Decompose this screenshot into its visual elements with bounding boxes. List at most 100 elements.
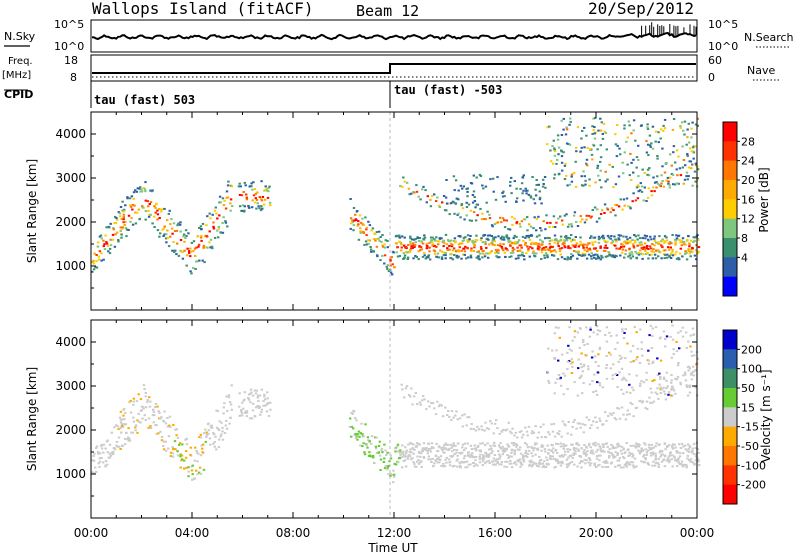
- scatter-cell: [168, 424, 171, 427]
- scatter-cell: [666, 246, 670, 249]
- scatter-cell: [229, 198, 233, 201]
- scatter-cell: [267, 401, 270, 404]
- scatter-cell: [585, 446, 588, 449]
- scatter-cell: [650, 447, 653, 450]
- scatter-cell: [585, 257, 589, 260]
- scatter-cell: [586, 164, 589, 167]
- scatter-cell: [431, 402, 435, 405]
- scatter-cell: [576, 394, 580, 397]
- scatter-cell: [535, 184, 538, 186]
- scatter-cell: [574, 246, 577, 248]
- scatter-cell: [417, 258, 420, 261]
- colorbar-swatch: [723, 180, 737, 200]
- scatter-cell: [465, 214, 468, 217]
- scatter-cell: [155, 424, 158, 427]
- scatter-cell: [599, 156, 603, 159]
- scatter-cell: [391, 474, 394, 476]
- scatter-cell: [240, 209, 243, 212]
- velocity-x-axis: [90, 320, 698, 518]
- scatter-cell: [478, 173, 482, 176]
- scatter-cell: [532, 227, 535, 230]
- scatter-cell: [620, 452, 624, 455]
- scatter-cell: [223, 199, 226, 202]
- scatter-cell: [224, 207, 228, 210]
- scatter-cell: [530, 445, 533, 448]
- scatter-cell: [518, 249, 522, 252]
- scatter-cell: [490, 224, 494, 227]
- scatter-cell: [566, 360, 570, 363]
- scatter-cell: [204, 428, 207, 431]
- scatter-cell: [499, 216, 502, 219]
- scatter-cell: [173, 440, 177, 443]
- scatter-cell: [494, 251, 497, 254]
- scatter-cell: [507, 241, 510, 244]
- scatter-cell: [496, 462, 499, 464]
- scatter-cell: [637, 185, 640, 188]
- scatter-cell: [594, 181, 597, 184]
- scatter-cell: [671, 443, 675, 446]
- scatter-cell: [364, 240, 368, 243]
- scatter-cell: [626, 136, 629, 139]
- scatter-cell: [652, 451, 655, 454]
- scatter-cell: [625, 391, 629, 394]
- scatter-cell: [267, 414, 271, 417]
- scatter-cell: [682, 182, 685, 185]
- scatter-cell: [553, 249, 556, 252]
- scatter-cell: [576, 126, 580, 129]
- scatter-cell: [376, 451, 379, 454]
- scatter-cell: [458, 451, 461, 454]
- scatter-cell: [380, 449, 383, 452]
- scatter-cell: [567, 450, 570, 453]
- scatter-cell: [142, 407, 145, 410]
- scatter-cell: [386, 468, 389, 471]
- scatter-cell: [534, 194, 538, 197]
- scatter-cell: [624, 328, 627, 330]
- scatter-cell: [583, 449, 586, 452]
- scatter-cell: [534, 255, 537, 258]
- scatter-cell: [635, 252, 639, 255]
- scatter-cell: [542, 183, 545, 185]
- scatter-cell: [565, 444, 568, 447]
- scatter-cell: [374, 233, 377, 235]
- scatter-cell: [93, 452, 96, 455]
- scatter-cell: [445, 202, 449, 205]
- scatter-cell: [600, 121, 603, 124]
- scatter-cell: [126, 197, 129, 200]
- scatter-cell: [611, 255, 614, 258]
- scatter-cell: [100, 259, 103, 262]
- scatter-cell: [601, 256, 604, 259]
- scatter-cell: [599, 169, 602, 172]
- scatter-cell: [467, 454, 470, 457]
- scatter-cell: [172, 424, 175, 426]
- scatter-cell: [450, 419, 453, 421]
- scatter-cell: [665, 236, 668, 239]
- scatter-cell: [588, 442, 591, 445]
- scatter-cell: [410, 458, 413, 461]
- scatter-cell: [594, 253, 597, 256]
- scatter-cell: [413, 465, 417, 468]
- scatter-cell: [696, 177, 700, 180]
- scatter-cell: [442, 465, 445, 468]
- scatter-cell: [638, 452, 641, 455]
- scatter-cell: [535, 217, 539, 220]
- scatter-cell: [569, 454, 573, 457]
- scatter-cell: [218, 438, 221, 441]
- scatter-cell: [611, 239, 614, 242]
- scatter-cell: [250, 185, 253, 188]
- scatter-cell: [635, 442, 638, 445]
- scatter-cell: [144, 181, 147, 184]
- scatter-cell: [649, 324, 652, 327]
- scatter-cell: [478, 252, 482, 255]
- scatter-cell: [380, 240, 383, 243]
- scatter-cell: [118, 445, 121, 448]
- scatter-cell: [593, 373, 596, 376]
- scatter-cell: [459, 216, 462, 219]
- scatter-cell: [183, 240, 186, 243]
- colorbar-swatch: [723, 465, 737, 486]
- scatter-cell: [478, 258, 481, 261]
- scatter-cell: [501, 247, 504, 250]
- scatter-cell: [639, 328, 642, 331]
- scatter-cell: [605, 419, 608, 422]
- scatter-cell: [641, 257, 644, 260]
- scatter-cell: [627, 462, 630, 465]
